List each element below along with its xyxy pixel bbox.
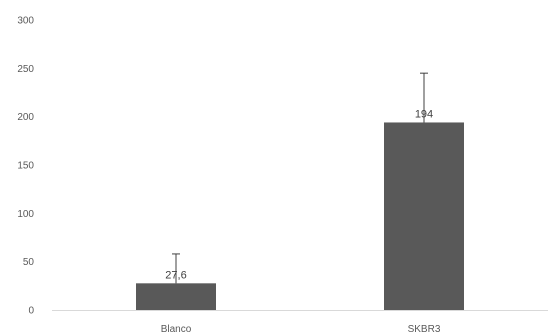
x-category-label: Blanco (161, 324, 192, 335)
bars-group (136, 122, 464, 310)
y-tick-label: 300 (17, 16, 34, 27)
bar-blanco (136, 283, 216, 310)
error-bars-group (172, 72, 428, 284)
x-category-label: SKBR3 (408, 324, 441, 335)
bar-skbr3 (384, 122, 464, 310)
data-label-skbr3: 194 (415, 108, 433, 120)
y-tick-label: 150 (17, 161, 34, 172)
y-tick-label: 200 (17, 112, 34, 123)
y-tick-label: 50 (23, 257, 35, 268)
data-labels-group: 27,6 194 (165, 108, 433, 281)
y-tick-label: 250 (17, 64, 34, 75)
y-tick-label: 0 (28, 306, 34, 317)
x-axis-category-labels: Blanco SKBR3 (161, 324, 441, 335)
data-label-blanco: 27,6 (165, 269, 186, 281)
y-tick-label: 100 (17, 209, 34, 220)
y-axis-ticks: 0 50 100 150 200 250 300 (17, 16, 34, 317)
